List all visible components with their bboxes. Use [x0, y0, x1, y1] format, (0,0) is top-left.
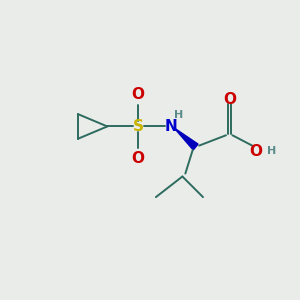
Polygon shape	[174, 128, 198, 150]
Text: O: O	[223, 92, 236, 106]
Text: H: H	[267, 146, 276, 157]
Text: N: N	[164, 119, 177, 134]
Text: S: S	[133, 119, 144, 134]
Text: H: H	[174, 110, 184, 120]
Text: O: O	[132, 87, 145, 102]
Text: O: O	[132, 151, 145, 166]
Text: O: O	[250, 144, 262, 159]
